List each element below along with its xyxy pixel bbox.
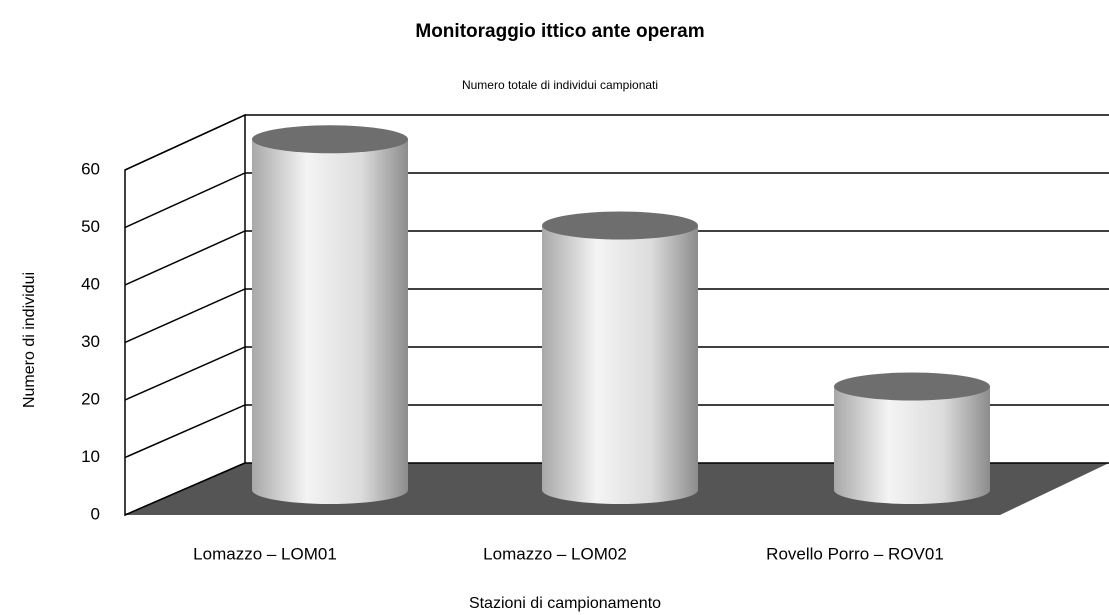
bar: [252, 125, 408, 504]
grid-line: [124, 172, 1109, 229]
bar-top: [252, 125, 408, 154]
grid-line: [124, 230, 1109, 286]
y-tick-label: 20: [81, 389, 100, 408]
x-tick-label: Rovello Porro – ROV01: [766, 544, 944, 563]
bar-body: [542, 225, 698, 504]
x-axis-title: Stazioni di campionamento: [469, 595, 661, 612]
chart-subtitle: Numero totale di individui campionati: [462, 78, 658, 92]
bar: [834, 372, 990, 504]
bar-top: [834, 372, 990, 401]
y-tick-label: 60: [81, 159, 100, 178]
grid-line: [124, 114, 1109, 171]
y-tick-label: 10: [81, 447, 100, 466]
y-axis-title: Numero di individui: [21, 272, 38, 408]
grid-line: [124, 346, 1109, 401]
x-tick-label: Lomazzo – LOM01: [193, 544, 337, 563]
grid-line: [124, 288, 1109, 344]
bar-body: [252, 139, 408, 504]
chart-title: Monitoraggio ittico ante operam: [415, 21, 704, 42]
y-tick-label: 30: [81, 332, 100, 351]
bar: [542, 211, 698, 504]
bar-body: [834, 386, 990, 504]
grid-line: [124, 404, 1109, 459]
bar-top: [542, 211, 698, 240]
x-tick-label: Lomazzo – LOM02: [483, 544, 627, 563]
y-tick-label: 40: [81, 274, 100, 293]
grid-line: [124, 462, 1109, 516]
y-tick-label: 50: [81, 217, 100, 236]
y-tick-label: 0: [91, 504, 100, 523]
